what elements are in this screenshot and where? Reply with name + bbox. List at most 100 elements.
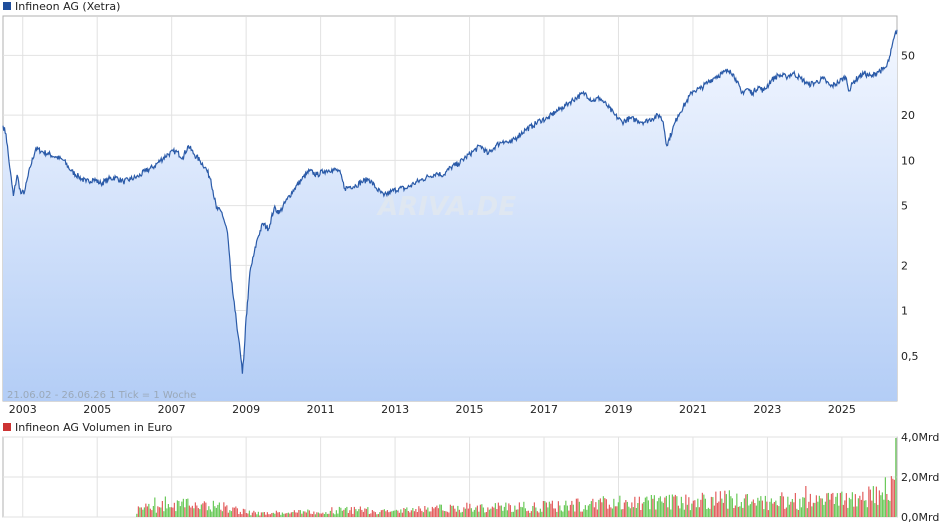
volume-bar bbox=[448, 512, 450, 517]
volume-bar bbox=[197, 508, 199, 517]
volume-bar bbox=[542, 501, 544, 517]
volume-bar bbox=[445, 511, 447, 517]
volume-bar bbox=[281, 512, 283, 517]
volume-bar bbox=[439, 504, 441, 517]
volume-bar bbox=[346, 506, 348, 517]
volume-bar bbox=[218, 502, 220, 517]
x-tick-label: 2013 bbox=[381, 403, 409, 416]
price-area bbox=[3, 29, 897, 402]
volume-bar bbox=[752, 499, 754, 517]
volume-bar bbox=[140, 507, 142, 517]
volume-bar bbox=[842, 504, 844, 517]
volume-bar bbox=[880, 495, 882, 517]
volume-bar bbox=[713, 505, 715, 517]
volume-bar bbox=[193, 508, 195, 517]
volume-legend-label: Infineon AG Volumen in Euro bbox=[15, 421, 173, 434]
volume-bar bbox=[374, 512, 376, 517]
volume-bar bbox=[433, 508, 435, 517]
volume-bar bbox=[436, 505, 438, 517]
volume-bar bbox=[760, 496, 762, 517]
x-tick-label: 2025 bbox=[828, 403, 856, 416]
volume-bar bbox=[469, 503, 471, 517]
volume-bar bbox=[511, 511, 513, 517]
volume-bar bbox=[266, 512, 268, 517]
volume-bar bbox=[692, 500, 694, 517]
volume-bar bbox=[806, 508, 808, 517]
volume-bar bbox=[272, 512, 274, 517]
volume-bar bbox=[617, 502, 619, 517]
volume-bar bbox=[148, 503, 150, 517]
volume-bar bbox=[259, 515, 261, 517]
volume-bar bbox=[551, 500, 553, 517]
volume-bar bbox=[163, 511, 165, 517]
volume-bar bbox=[515, 509, 517, 517]
volume-bar bbox=[797, 510, 799, 517]
volume-bar bbox=[680, 496, 682, 517]
volume-bar bbox=[422, 512, 424, 517]
volume-bar bbox=[845, 493, 847, 517]
volume-bar bbox=[430, 511, 432, 517]
volume-bar bbox=[238, 514, 240, 517]
volume-bar bbox=[877, 504, 879, 517]
volume-bar bbox=[440, 504, 442, 517]
volume-bar bbox=[596, 509, 598, 517]
volume-bar bbox=[247, 513, 249, 517]
volume-bar bbox=[836, 493, 838, 517]
volume-bar bbox=[427, 507, 429, 517]
volume-bar bbox=[317, 512, 319, 517]
volume-bar bbox=[319, 513, 321, 517]
volume-bar bbox=[725, 494, 727, 517]
volume-bar bbox=[485, 512, 487, 517]
volume-bar bbox=[224, 506, 226, 517]
volume-bar bbox=[446, 511, 448, 517]
volume-bar bbox=[335, 510, 337, 517]
volume-bar bbox=[154, 497, 156, 517]
volume-bar bbox=[149, 508, 151, 517]
volume-bar bbox=[637, 503, 639, 517]
volume-bar bbox=[382, 509, 384, 517]
volume-bar bbox=[418, 506, 420, 517]
volume-bar bbox=[211, 511, 213, 517]
volume-bar bbox=[311, 514, 313, 517]
volume-bar bbox=[773, 502, 775, 517]
volume-bar bbox=[854, 494, 856, 517]
volume-bar bbox=[682, 503, 684, 517]
volume-bar bbox=[583, 509, 585, 517]
price-legend-swatch bbox=[3, 2, 11, 10]
volume-bar bbox=[181, 501, 183, 517]
volume-bar bbox=[884, 477, 886, 517]
volume-bar bbox=[172, 507, 174, 517]
volume-bar bbox=[872, 486, 874, 517]
volume-bar bbox=[628, 506, 630, 517]
price-y-axis: 0,5 1 2 5 10 20 50 bbox=[901, 49, 919, 362]
volume-bar bbox=[656, 501, 658, 517]
volume-bar bbox=[742, 507, 744, 517]
volume-bar bbox=[808, 501, 810, 517]
volume-bar bbox=[308, 510, 310, 517]
volume-bar bbox=[652, 498, 654, 517]
volume-bar bbox=[398, 512, 400, 517]
volume-bar bbox=[341, 510, 343, 517]
volume-bar bbox=[667, 507, 669, 517]
volume-y-tick-label: 0,0Mrd bbox=[901, 511, 939, 524]
volume-bar bbox=[715, 491, 717, 517]
volume-bar bbox=[869, 489, 871, 517]
volume-bar bbox=[671, 494, 673, 517]
x-tick-label: 2021 bbox=[679, 403, 707, 416]
volume-bar bbox=[226, 505, 228, 517]
volume-bar bbox=[236, 508, 238, 517]
x-tick-label: 2005 bbox=[83, 403, 111, 416]
volume-bar bbox=[580, 511, 582, 517]
volume-bar bbox=[167, 504, 169, 517]
volume-bar bbox=[518, 502, 520, 517]
volume-bar bbox=[265, 514, 267, 517]
volume-bar bbox=[668, 494, 670, 517]
volume-bar bbox=[310, 513, 312, 517]
volume-y-tick-label: 2,0Mrd bbox=[901, 471, 939, 484]
volume-bar bbox=[658, 497, 660, 517]
volume-bar bbox=[634, 496, 636, 517]
volume-bar bbox=[556, 511, 558, 517]
volume-bar bbox=[170, 507, 172, 517]
volume-bar bbox=[767, 510, 769, 517]
volume-bar bbox=[754, 503, 756, 517]
